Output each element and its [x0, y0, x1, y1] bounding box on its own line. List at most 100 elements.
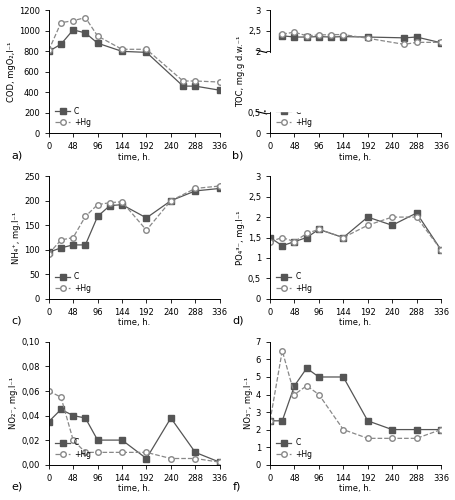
C [267, 418, 272, 424]
Legend: C, +Hg: C, +Hg [273, 270, 314, 295]
C [168, 198, 173, 203]
+Hg [46, 250, 51, 256]
+Hg [70, 18, 76, 24]
+Hg [58, 394, 64, 400]
+Hg [82, 14, 88, 20]
C [413, 34, 419, 40]
Line: +Hg: +Hg [267, 214, 443, 252]
+Hg [143, 450, 149, 456]
Text: f): f) [232, 482, 240, 492]
Line: C: C [267, 210, 443, 252]
+Hg [70, 437, 76, 443]
C [192, 450, 197, 456]
Y-axis label: NH₄⁺, mg.l⁻¹: NH₄⁺, mg.l⁻¹ [12, 212, 21, 264]
Line: +Hg: +Hg [46, 183, 222, 256]
+Hg [389, 436, 394, 442]
X-axis label: time, h.: time, h. [339, 318, 371, 328]
+Hg [58, 20, 64, 26]
C [437, 40, 443, 46]
C [217, 87, 222, 93]
Line: +Hg: +Hg [46, 15, 222, 85]
+Hg [192, 456, 197, 462]
C [82, 415, 88, 421]
+Hg [413, 436, 419, 442]
Line: C: C [46, 27, 222, 93]
+Hg [107, 200, 112, 205]
+Hg [82, 214, 88, 220]
Legend: C, +Hg: C, +Hg [273, 104, 314, 130]
Legend: C, +Hg: C, +Hg [273, 436, 314, 461]
Line: +Hg: +Hg [279, 30, 443, 47]
C [328, 34, 333, 40]
+Hg [95, 202, 100, 207]
X-axis label: time, h.: time, h. [118, 152, 150, 162]
Legend: C, +Hg: C, +Hg [52, 436, 93, 461]
C [192, 188, 197, 194]
+Hg [364, 36, 369, 42]
+Hg [180, 78, 185, 84]
C [70, 27, 76, 33]
+Hg [119, 450, 125, 456]
+Hg [279, 234, 284, 240]
+Hg [364, 222, 369, 228]
Y-axis label: NO₃⁻, mg.l⁻¹: NO₃⁻, mg.l⁻¹ [243, 377, 253, 430]
C [291, 383, 297, 389]
C [437, 247, 443, 253]
Line: +Hg: +Hg [46, 388, 222, 465]
C [119, 202, 125, 207]
+Hg [315, 226, 321, 232]
+Hg [267, 418, 272, 424]
+Hg [70, 234, 76, 240]
Text: c): c) [11, 316, 21, 326]
+Hg [437, 247, 443, 253]
C [315, 34, 321, 40]
C [315, 374, 321, 380]
C [95, 437, 100, 443]
C [192, 83, 197, 89]
C [303, 34, 309, 40]
+Hg [217, 79, 222, 85]
C [180, 83, 185, 89]
+Hg [46, 388, 51, 394]
C [46, 48, 51, 54]
C [95, 40, 100, 46]
Legend: C, +Hg: C, +Hg [52, 270, 93, 295]
+Hg [303, 33, 309, 39]
C [119, 48, 125, 54]
+Hg [168, 456, 173, 462]
Bar [269, 54, 440, 110]
+Hg [303, 230, 309, 236]
+Hg [168, 198, 173, 203]
C [267, 234, 272, 240]
+Hg [119, 198, 125, 204]
Y-axis label: NO₂⁻, mg.l⁻¹: NO₂⁻, mg.l⁻¹ [10, 377, 18, 430]
+Hg [58, 237, 64, 243]
C [119, 437, 125, 443]
+Hg [279, 31, 284, 37]
+Hg [437, 426, 443, 432]
C [364, 418, 369, 424]
+Hg [315, 32, 321, 38]
+Hg [279, 348, 284, 354]
C [168, 415, 173, 421]
Legend: C, +Hg: C, +Hg [52, 104, 93, 130]
C [58, 406, 64, 412]
C [401, 35, 406, 41]
+Hg [217, 459, 222, 465]
+Hg [95, 33, 100, 39]
Y-axis label: COD, mgO₂,l⁻¹: COD, mgO₂,l⁻¹ [7, 42, 16, 102]
+Hg [46, 48, 51, 54]
+Hg [95, 450, 100, 456]
X-axis label: time, h.: time, h. [118, 484, 150, 493]
C [58, 41, 64, 47]
Y-axis label: PO₄³⁻, mg.l⁻¹: PO₄³⁻, mg.l⁻¹ [236, 210, 245, 265]
X-axis label: time, h.: time, h. [118, 318, 150, 328]
C [279, 418, 284, 424]
+Hg [413, 40, 419, 46]
C [82, 242, 88, 248]
C [95, 214, 100, 220]
+Hg [119, 46, 125, 52]
+Hg [340, 234, 345, 240]
+Hg [328, 32, 333, 38]
C [315, 226, 321, 232]
